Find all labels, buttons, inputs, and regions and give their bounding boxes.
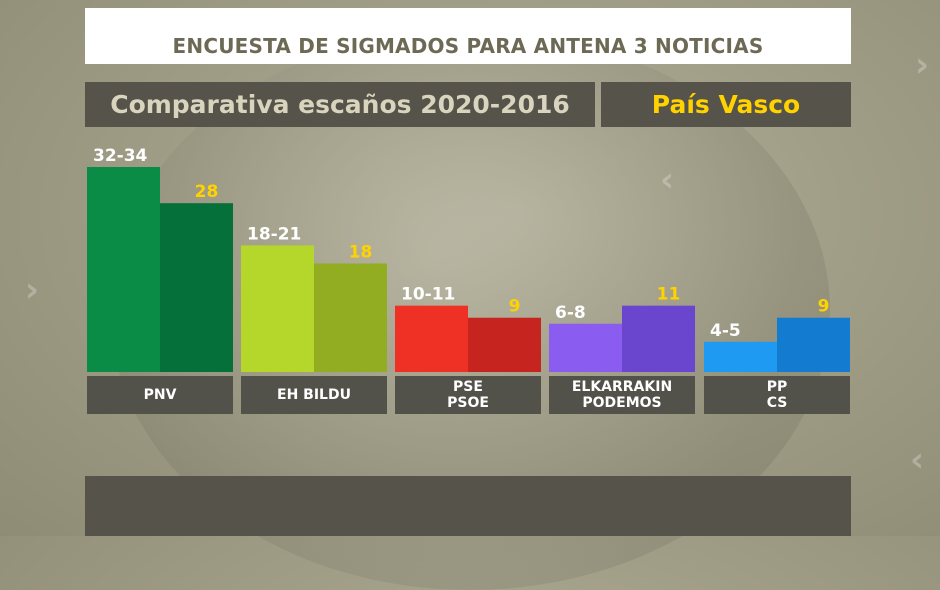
data-label: 11 bbox=[657, 285, 681, 305]
title-banner: ENCUESTA DE SIGMADOS PARA ANTENA 3 NOTIC… bbox=[85, 8, 851, 64]
bar-2016-2 bbox=[468, 317, 541, 372]
category-box: EH BILDU bbox=[241, 376, 387, 414]
data-label: 28 bbox=[195, 182, 219, 202]
data-label: 10-11 bbox=[401, 285, 455, 305]
bar-2020-0 bbox=[87, 167, 160, 372]
bottom-bar bbox=[85, 476, 851, 536]
category-label: PNV bbox=[143, 387, 177, 403]
data-label: 6-8 bbox=[555, 303, 586, 323]
chevron-left-icon: ‹ bbox=[910, 440, 925, 480]
bar-2020-1 bbox=[241, 245, 314, 372]
bar-2020-2 bbox=[395, 305, 468, 372]
region-bar: País Vasco bbox=[601, 82, 851, 127]
category-box: PSE PSOE bbox=[395, 376, 541, 414]
bar-2020-3 bbox=[549, 323, 622, 372]
bar-2016-3 bbox=[622, 305, 695, 372]
bar-chart: 32-34 28 18-21 18 10-11 9 6-8 11 4-5 9 bbox=[87, 146, 850, 372]
data-label: 9 bbox=[818, 297, 830, 317]
data-label: 18-21 bbox=[247, 224, 301, 244]
category-box: ELKARRAKIN PODEMOS bbox=[549, 376, 695, 414]
bar-2020-4 bbox=[704, 341, 777, 372]
data-label: 32-34 bbox=[93, 146, 148, 166]
chart-subtitle: Comparativa escaños 2020-2016 bbox=[110, 90, 570, 119]
region-label: País Vasco bbox=[651, 90, 801, 119]
category-box: PNV bbox=[87, 376, 233, 414]
page-title: ENCUESTA DE SIGMADOS PARA ANTENA 3 NOTIC… bbox=[172, 34, 764, 58]
bar-2016-0 bbox=[160, 203, 233, 372]
chevron-right-icon: › bbox=[915, 45, 930, 85]
chevron-left-icon: ‹ bbox=[660, 160, 675, 200]
category-label: PSE PSOE bbox=[447, 379, 489, 411]
data-label: 9 bbox=[509, 297, 521, 317]
data-label: 18 bbox=[349, 242, 373, 262]
category-box: PP CS bbox=[704, 376, 850, 414]
data-label: 4-5 bbox=[710, 321, 741, 341]
category-label: PP CS bbox=[766, 379, 788, 411]
bar-2016-4 bbox=[777, 317, 850, 372]
category-label: EH BILDU bbox=[277, 387, 351, 403]
chevron-right-icon: › bbox=[25, 270, 40, 310]
category-label: ELKARRAKIN PODEMOS bbox=[571, 379, 673, 411]
bar-2016-1 bbox=[314, 263, 387, 372]
subtitle-bar: Comparativa escaños 2020-2016 bbox=[85, 82, 595, 127]
